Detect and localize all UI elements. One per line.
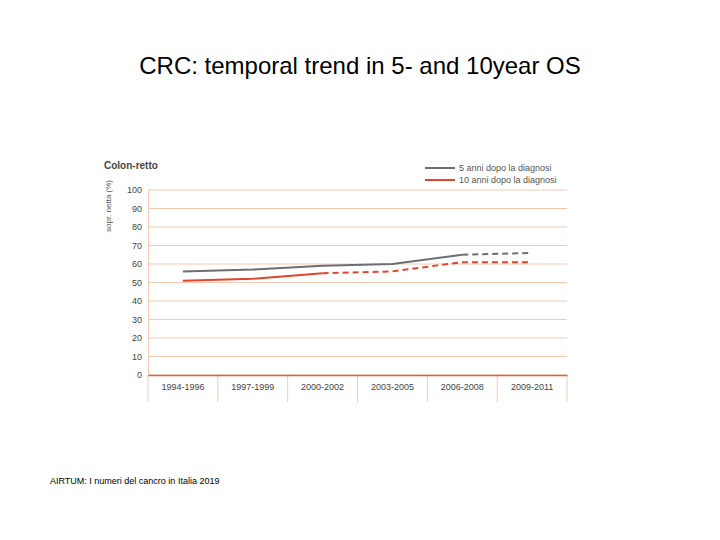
y-tick: 40 [132,296,148,306]
y-axis-title: sopr. netta (%) [104,180,113,232]
category-separators [148,375,567,402]
y-tick-label: 30 [132,315,142,325]
slide: CRC: temporal trend in 5- and 10year OS A… [0,0,720,540]
grid-line [148,319,567,320]
y-axis: 0 10 20 30 40 50 60 70 80 90 100 [127,185,149,380]
legend-label: 10 anni dopo la diagnosi [459,175,557,185]
plot-area [183,253,532,281]
x-tick: 2003-2005 [371,375,414,392]
series-line [183,273,323,280]
legend-label: 5 anni dopo la diagnosi [459,163,552,173]
grid-line [148,338,567,339]
grid-line [148,301,567,302]
chart-title: Colon-retto [104,160,158,171]
y-tick-label: 90 [132,204,142,214]
category-separator [497,375,498,402]
grid-line [148,208,567,209]
y-tick: 60 [132,259,148,269]
x-tick: 2000-2002 [301,375,344,392]
grid-line [148,356,567,357]
y-tick: 10 [132,352,148,362]
series-line [323,262,533,273]
category-separator [287,375,288,402]
x-tick-label: 2000-2002 [301,382,344,392]
series-line [462,253,532,255]
y-tick-label: 100 [127,185,142,195]
x-axis-line [149,375,568,377]
x-tick: 1997-1999 [231,375,274,392]
legend-swatch [425,167,455,169]
grid-line [148,190,567,191]
y-tick: 70 [132,241,148,251]
x-axis: 1994-1996 1997-1999 2000-2002 2003-2005 2006… [149,375,568,392]
y-tick-label: 40 [132,296,142,306]
category-separator [148,375,149,402]
y-tick: 30 [132,315,148,325]
y-tick: 50 [132,278,148,288]
grid [148,190,567,375]
y-tick-label: 0 [137,370,142,380]
y-tick-label: 60 [132,259,142,269]
y-tick-label: 80 [132,222,142,232]
y-tick: 0 [137,370,148,380]
x-tick-label: 1994-1996 [161,382,204,392]
legend: 5 anni dopo la diagnosi 10 anni dopo la d… [425,163,557,185]
category-separator [357,375,358,402]
grid-line [148,245,567,246]
legend-swatch [425,179,455,181]
category-separator [567,375,568,402]
y-tick-label: 20 [132,333,142,343]
slide-title: CRC: temporal trend in 5- and 10year OS [139,52,581,79]
source: AIRTUM: I numeri del cancro in Italia 20… [50,476,219,486]
x-tick-label: 2003-2005 [371,382,414,392]
y-tick: 80 [132,222,148,232]
category-separator [427,375,428,402]
x-tick-label: 1997-1999 [231,382,274,392]
y-tick-label: 50 [132,278,142,288]
grid-line [148,282,567,283]
y-tick: 20 [132,333,148,343]
grid-line [148,375,567,376]
x-tick: 1994-1996 [161,375,204,392]
grid-line [148,227,567,228]
y-tick: 90 [132,204,148,214]
y-axis-line [148,191,149,376]
y-tick-label: 70 [132,241,142,251]
x-tick: 2006-2008 [441,375,484,392]
y-tick: 100 [127,185,148,195]
y-tick-label: 10 [132,352,142,362]
x-tick: 2009-2011 [511,375,553,392]
series-line [183,255,462,272]
category-separator [217,375,218,402]
x-tick-label: 2009-2011 [511,382,553,392]
x-tick-label: 2006-2008 [441,382,484,392]
